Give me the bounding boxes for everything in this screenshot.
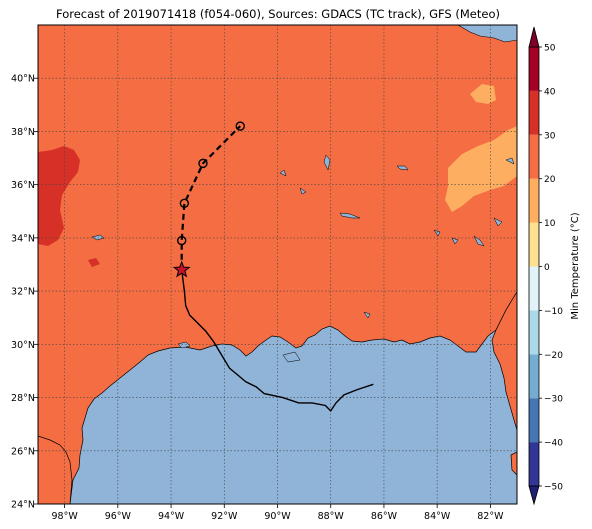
colorbar-tick-label: −20 [544,351,563,361]
y-tick-label: 32°N [11,287,35,298]
colorbar-tick-label: −10 [544,307,563,317]
hot-spot-texas [88,258,100,267]
figure-title: Forecast of 2019071418 (f054-060), Sourc… [56,7,500,21]
colorbar-segment-1 [529,398,539,443]
colorbar-tick-label: −50 [544,483,563,493]
colorbar-segment-9 [529,47,539,91]
x-tick-label: 82°W [477,511,504,522]
y-tick-label: 28°N [11,393,35,404]
hot-region-west [38,146,80,246]
colorbar-tick-label: −30 [544,395,563,405]
x-tick-label: 88°W [318,511,345,522]
colorbar-tick-label: 0 [544,263,550,273]
florida-keys-fill [510,451,517,476]
colorbar-segment-6 [529,178,539,223]
y-axis-ticks: 24°N 26°N 28°N 30°N 32°N 34°N 36°N 38°N 40°N [11,74,38,511]
y-tick-label: 26°N [11,446,35,457]
mexico-land [38,435,73,504]
y-tick-label: 34°N [11,233,35,244]
x-tick-label: 90°W [264,511,291,522]
colorbar-tick-label: 10 [544,219,556,229]
map-gridlines [38,25,517,504]
x-tick-label: 94°W [158,511,185,522]
y-tick-label: 24°N [11,500,35,511]
colorbar-tick-label: 30 [544,131,556,141]
forecast-point-2 [198,158,208,169]
x-tick-label: 84°W [424,511,451,522]
tc-track [172,121,374,413]
colorbar-label: Min Temperature (°C) [570,212,581,319]
colorbar-segment-8 [529,90,539,135]
colorbar-tick-label: 50 [544,44,556,54]
forecast-point-3 [235,121,245,131]
cool-patch-north [470,84,496,104]
colorbar: −50 −40 −30 −20 −10 0 10 20 30 40 50 [528,26,563,506]
colorbar-segment-4 [529,266,539,311]
x-tick-label: 92°W [211,511,238,522]
inland-water-features [91,154,515,363]
y-tick-label: 30°N [11,340,35,351]
x-tick-label: 98°W [51,511,78,522]
colorbar-over-arrow [528,26,540,48]
colorbar-segment-3 [529,310,539,355]
colorbar-under-arrow [528,485,540,506]
forecast-point-1 [179,198,190,208]
colorbar-tick-label: 20 [544,175,556,185]
y-tick-label: 36°N [11,180,35,191]
colorbar-tick-label: 40 [544,87,556,97]
map-panel [38,25,517,504]
cool-region-northeast [445,126,517,212]
x-axis-ticks: 98°W 96°W 94°W 92°W 90°W 88°W 86°W 84°W 82°W [51,504,504,522]
colorbar-segment-2 [529,354,539,399]
water-northeast-corner [457,25,517,43]
colorbar-segment-5 [529,222,539,267]
colorbar-tick-label: −40 [544,439,563,449]
y-tick-label: 38°N [11,127,35,138]
colorbar-segment-7 [529,134,539,179]
colorbar-segment-0 [529,442,539,486]
forecast-point-0 [176,235,187,246]
track-past-line [181,269,374,413]
x-tick-label: 96°W [105,511,132,522]
y-tick-label: 40°N [11,74,35,85]
florida-peninsula [491,291,517,431]
current-position-star-icon [172,260,191,278]
x-tick-label: 86°W [371,511,398,522]
